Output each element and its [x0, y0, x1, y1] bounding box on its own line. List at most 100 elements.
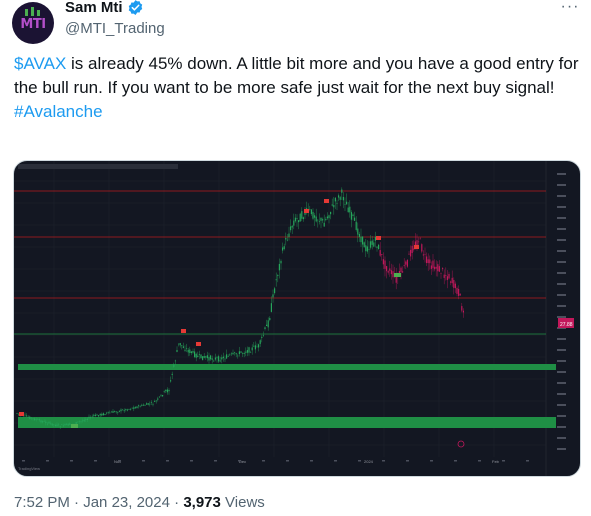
candle-body [35, 419, 37, 420]
candle-body [280, 260, 282, 264]
candle-body [106, 412, 108, 414]
candle-body [133, 407, 135, 409]
candle-body [142, 404, 144, 406]
candle-body [152, 403, 154, 405]
candle-body [410, 249, 412, 257]
time-axis-tick [70, 460, 73, 462]
candle-body [178, 343, 180, 345]
candle-body [123, 410, 125, 412]
candle-body [34, 418, 36, 421]
sell-signal-marker [414, 245, 419, 249]
candle-body [296, 218, 298, 219]
candle-body [286, 239, 288, 241]
sell-signal-marker [181, 329, 186, 333]
candle-body [378, 244, 380, 250]
candle-body [390, 270, 392, 275]
candle-body [283, 246, 285, 250]
time-axis-tick [526, 460, 529, 462]
candle-body [200, 354, 202, 359]
chart-image[interactable]: 27.88 Nov Dec 2024 Feb TradingView [13, 160, 581, 477]
tweet-date[interactable]: Jan 23, 2024 [83, 494, 170, 511]
candle-body [374, 236, 376, 241]
author-name-row[interactable]: Sam Mti [65, 0, 144, 16]
author-handle[interactable]: @MTI_Trading [65, 20, 165, 37]
candlesticks [16, 187, 464, 429]
candle-body [262, 335, 264, 336]
candle-body [50, 422, 52, 424]
candle-body [453, 280, 455, 288]
candle-body [376, 246, 378, 248]
candle-body [309, 209, 311, 210]
candle-body [363, 242, 365, 248]
support-zone-upper [18, 364, 556, 370]
candle-body [277, 275, 279, 277]
candle-body [266, 324, 268, 327]
tweet-time[interactable]: 7:52 PM [14, 494, 70, 511]
candle-body [362, 236, 364, 245]
candle-body [253, 345, 255, 347]
candle-body [354, 217, 356, 221]
author-name[interactable]: Sam Mti [65, 0, 123, 16]
candle-body [325, 218, 327, 221]
candle-body [403, 265, 405, 267]
candle-body [165, 389, 167, 392]
candle-body [422, 254, 424, 256]
candle-body [125, 408, 127, 410]
more-options-icon[interactable]: ··· [560, 0, 580, 15]
candle-body [421, 244, 423, 252]
candle-body [426, 256, 428, 263]
price-axis-label [557, 173, 566, 175]
candle-body [240, 351, 242, 353]
avatar[interactable]: MTI [12, 2, 54, 44]
candle-body [341, 189, 343, 193]
candle-body [246, 350, 248, 353]
candle-body [315, 216, 317, 222]
candle-body [245, 351, 247, 353]
candle-body [58, 424, 60, 426]
candle-body [270, 303, 272, 312]
candle-body [24, 414, 26, 416]
sell-signal-marker [196, 342, 201, 346]
sell-signal-marker [376, 236, 381, 240]
candle-body [461, 306, 463, 311]
candle-body [114, 411, 116, 412]
candle-body [18, 413, 20, 415]
candle-body [131, 407, 133, 409]
candle-body [405, 261, 407, 265]
tweet-footer: 7:52 PM · Jan 23, 2024 · 3,973 Views [14, 494, 265, 511]
candle-body [261, 336, 263, 338]
price-axis-label [557, 261, 566, 263]
hashtag-link[interactable]: #Avalanche [14, 102, 103, 121]
candle-body [107, 411, 109, 413]
candle-body [216, 357, 218, 359]
candle-body [170, 380, 172, 382]
candle-body [190, 351, 192, 354]
candle-body [333, 204, 335, 208]
candle-body [202, 356, 204, 361]
candle-body [360, 236, 362, 243]
cashtag-link[interactable]: $AVAX [14, 54, 67, 73]
price-axis-label [557, 404, 566, 406]
candle-body [221, 357, 223, 360]
candle-body [366, 246, 368, 252]
candle-body [102, 413, 104, 416]
candle-body [288, 233, 290, 237]
candle-body [96, 414, 98, 416]
candle-body [29, 416, 31, 419]
candle-body [250, 352, 252, 353]
candle-body [206, 355, 208, 359]
candle-body [429, 259, 431, 264]
price-axis-label [557, 338, 566, 340]
candle-body [406, 259, 408, 267]
time-axis-tick [310, 460, 313, 462]
tradingview-watermark: TradingView [18, 466, 40, 471]
candle-body [141, 404, 143, 406]
price-axis-label [557, 349, 566, 351]
time-axis-tick [22, 460, 25, 462]
candle-body [184, 349, 186, 351]
candle-body [267, 320, 269, 328]
views-count: 3,973 [183, 494, 221, 511]
verified-badge-icon [128, 0, 142, 15]
candle-body [358, 233, 360, 237]
candle-body [382, 259, 384, 265]
